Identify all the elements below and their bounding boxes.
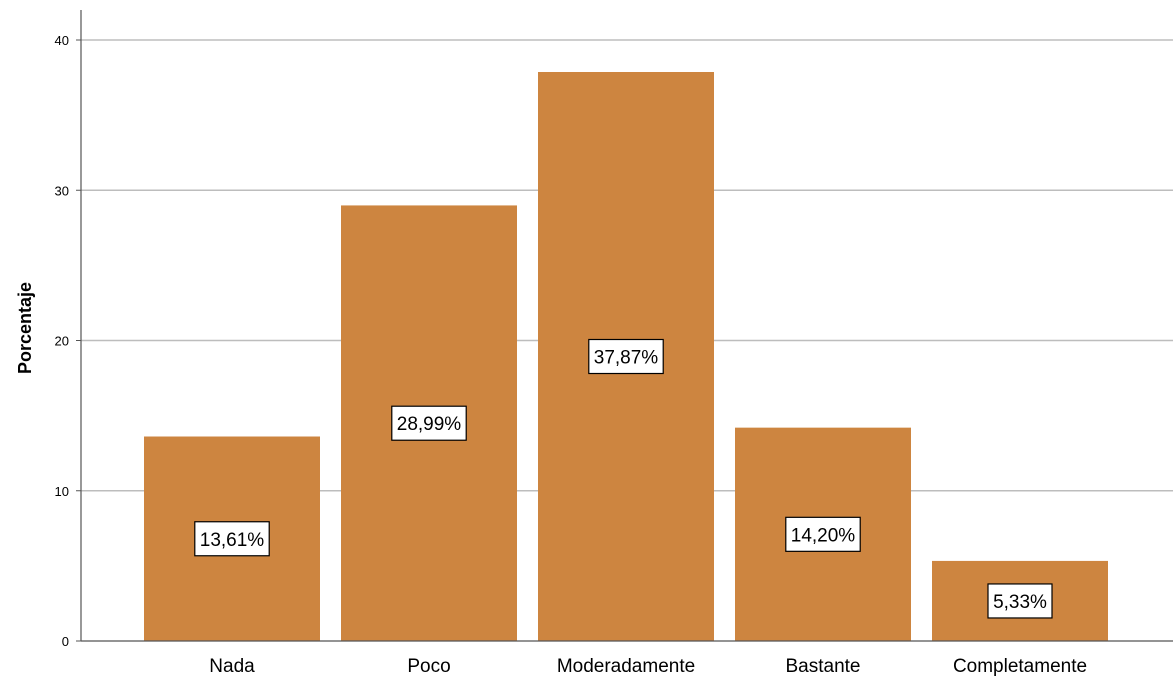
- y-axis-title: Porcentaje: [15, 282, 35, 374]
- data-label-text: 13,61%: [200, 530, 265, 551]
- data-label: 14,20%: [785, 516, 861, 552]
- data-label: 5,33%: [987, 583, 1053, 619]
- labels: 0 10 20 30 40 Nada 13,61% Poco 28,99% Moderadamen…: [55, 33, 1088, 677]
- data-label-box: [588, 338, 664, 375]
- data-label-box: [194, 521, 270, 557]
- x-tick-label: Nada: [209, 656, 255, 677]
- data-label: 13,61%: [194, 521, 270, 557]
- data-label-text: 14,20%: [791, 525, 856, 546]
- data-label: 28,99%: [391, 405, 467, 441]
- y-tick-label: 40: [55, 33, 69, 48]
- y-tick-label: 30: [55, 183, 69, 198]
- axes: [76, 10, 1173, 642]
- data-label-text: 5,33%: [993, 592, 1047, 613]
- data-label-box: [785, 516, 861, 552]
- x-tick-label: Poco: [407, 656, 450, 677]
- x-tick-label: Moderadamente: [557, 656, 695, 677]
- data-label-box: [987, 583, 1053, 619]
- data-label-text: 28,99%: [397, 414, 462, 435]
- x-tick-label: Completamente: [953, 656, 1087, 677]
- x-tick-label: Bastante: [786, 656, 861, 677]
- data-label: 37,87%: [588, 338, 664, 375]
- y-tick-label: 20: [55, 334, 69, 349]
- y-tick-label: 10: [55, 484, 69, 499]
- y-tick-label: 0: [62, 634, 69, 649]
- data-label-box: [391, 405, 467, 441]
- data-label-text: 37,87%: [594, 348, 659, 369]
